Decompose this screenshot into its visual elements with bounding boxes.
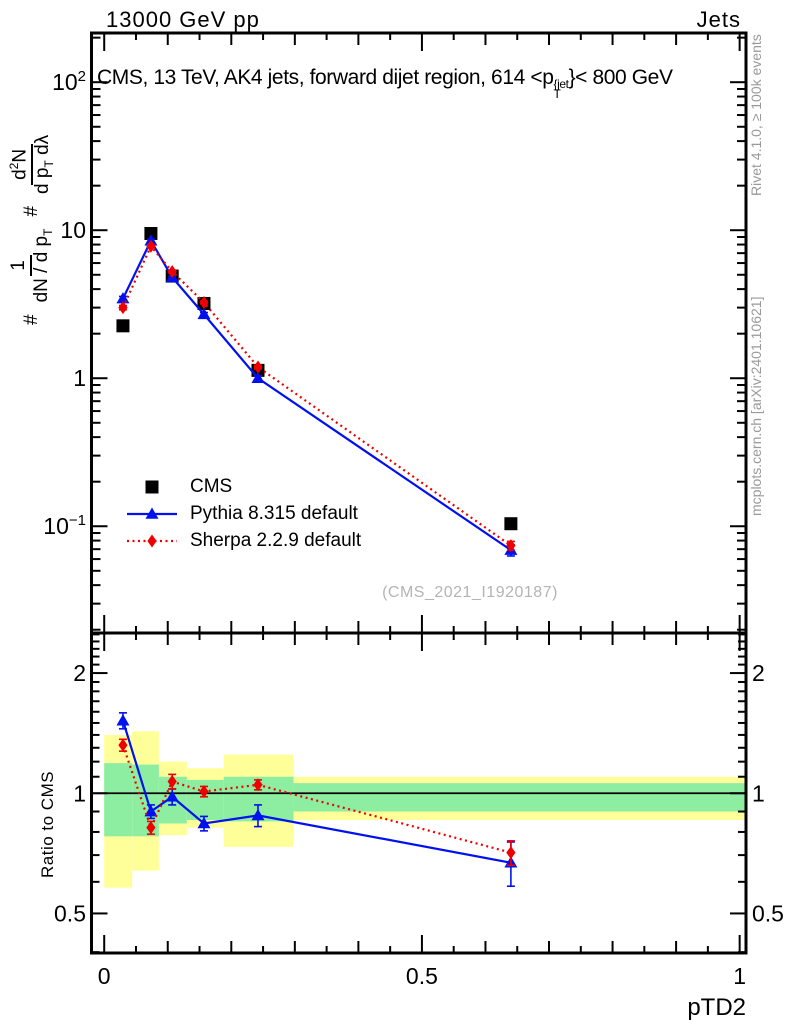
analysis-group-label: Jets [696, 7, 741, 32]
svg-text:2: 2 [73, 660, 86, 686]
beam-energy-label: 13000 GeV pp [106, 7, 260, 32]
ratio-y-axis-label: Ratio to CMS [38, 770, 57, 878]
legend: CMS Pythia 8.315 default Sherpa 2.2.9 de… [126, 473, 361, 554]
mcplots-credit-label: mcplots.cern.ch [arXiv:2401.10621] [748, 296, 764, 516]
analysis-id-watermark: (CMS_2021_I1920187) [382, 584, 558, 601]
ratio-series-diamond [118, 738, 516, 867]
x-axis-label: pTD2 [687, 994, 746, 1021]
ylabel-hash-2: # [21, 205, 43, 217]
svg-text:10−1: 10−1 [43, 512, 86, 539]
svg-text:1: 1 [73, 780, 86, 806]
legend-label-cms: CMS [190, 475, 233, 497]
axis-tick-labels: 102 10 1 10−1 2 2 1 1 0.5 0.5 0 0.5 1 [43, 68, 784, 989]
ylabel-hash-1: # [21, 314, 43, 325]
svg-text:0.5: 0.5 [406, 963, 438, 989]
ylabel-fraction-2: d2N d pT dλ [7, 130, 57, 199]
legend-item-cms: CMS [126, 473, 361, 500]
ylabel-fraction-1: 1 dN / d pT [8, 224, 55, 308]
axis-ticks [91, 33, 746, 954]
ylabel-frac1-numerator: 1 [8, 255, 33, 276]
plot-title-sup: {jet [553, 77, 569, 91]
ylabel-frac2-denominator: d pT dλ [32, 134, 57, 194]
svg-text:2: 2 [752, 660, 765, 686]
plot-title-text: CMS, 13 TeV, AK4 jets, forward dijet reg… [97, 66, 554, 89]
pythia-triangle-marker-icon [126, 503, 178, 525]
plot-title-supsub: {jet T [553, 77, 569, 101]
svg-text:1: 1 [73, 365, 86, 391]
legend-label-sherpa: Sherpa 2.2.9 default [190, 529, 362, 551]
plot-title: CMS, 13 TeV, AK4 jets, forward dijet reg… [97, 66, 673, 101]
svg-text:0.5: 0.5 [54, 900, 86, 926]
sherpa-diamond-marker-icon [126, 530, 178, 552]
plot-title-suffix: }< 800 GeV [568, 66, 673, 89]
ylabel-frac1-denominator: dN / d pT [31, 228, 55, 303]
svg-text:1: 1 [733, 963, 746, 989]
svg-text:0.5: 0.5 [752, 900, 784, 926]
ratio-uncertainty-bands [104, 731, 746, 888]
legend-item-pythia: Pythia 8.315 default [126, 500, 361, 527]
svg-text:1: 1 [752, 780, 765, 806]
svg-text:0: 0 [98, 963, 111, 989]
cms-square-marker-icon [126, 476, 178, 498]
svg-text:102: 102 [52, 68, 86, 95]
main-series-diamond [118, 239, 516, 553]
svg-text:10: 10 [60, 217, 86, 243]
legend-item-sherpa: Sherpa 2.2.9 default [126, 527, 361, 554]
main-y-axis-label: #1 dN / d pT # d2N d pT dλ [7, 32, 57, 332]
ylabel-frac2-numerator: d2N [7, 143, 34, 185]
plot-title-sub: T [553, 87, 561, 101]
rivet-version-label: Rivet 4.1.0, ≥ 100k events [748, 34, 764, 196]
legend-label-pythia: Pythia 8.315 default [190, 502, 358, 524]
